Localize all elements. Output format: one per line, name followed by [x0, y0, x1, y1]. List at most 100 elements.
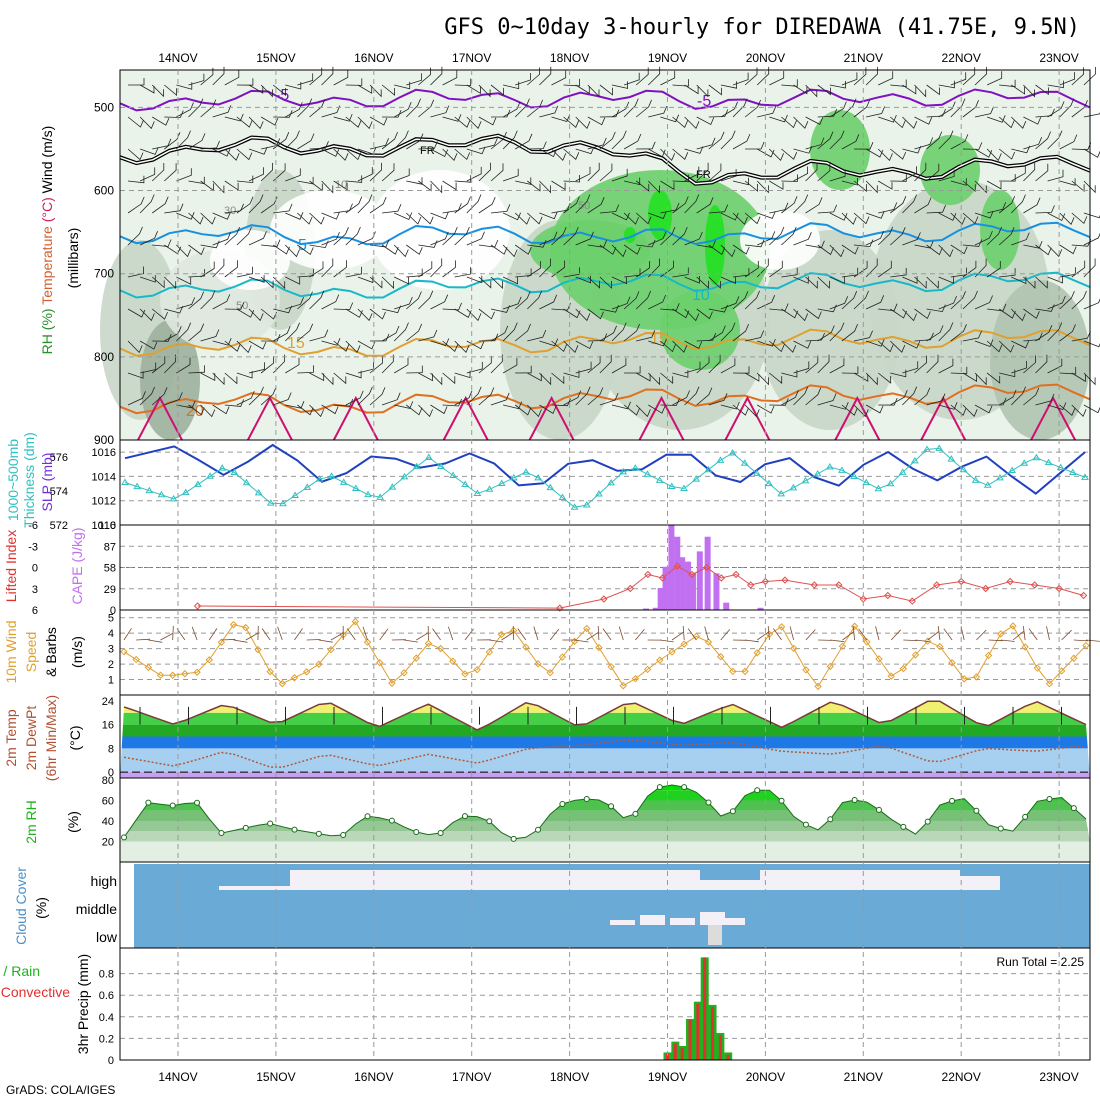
lifted-index-marker — [908, 597, 916, 605]
wind-barb — [466, 146, 486, 155]
surface-wind-barb — [597, 625, 600, 641]
wind-barb — [890, 390, 908, 406]
wind-barb — [744, 212, 761, 225]
wind-barb — [672, 267, 689, 278]
precip-convective-bar — [711, 1007, 715, 1060]
cape-bar — [679, 557, 686, 610]
wind-barb — [599, 244, 617, 255]
lifted-index-marker — [717, 574, 726, 582]
wind-barb — [599, 109, 620, 118]
wind-speed-marker — [960, 675, 968, 683]
thickness-marker — [266, 499, 275, 506]
wind-barb — [805, 84, 818, 98]
wind-barb — [309, 141, 329, 150]
wind-barb — [853, 330, 873, 342]
surface-wind-barb — [432, 628, 441, 641]
cloud-middle-block — [670, 918, 695, 925]
wind-barb — [757, 295, 776, 310]
wind-barb — [793, 232, 812, 246]
wind-speed-marker — [814, 682, 822, 691]
wind-barb — [490, 131, 507, 150]
wind-barb — [841, 98, 857, 118]
wind-speed-marker — [1057, 667, 1066, 675]
wind-barb — [139, 116, 155, 130]
wind-barb — [781, 116, 797, 129]
wind-barb — [297, 365, 314, 374]
surface-wind-barb — [671, 631, 684, 641]
wind-barb — [490, 163, 504, 182]
wind-barb — [914, 84, 927, 98]
wind-barb — [490, 244, 508, 255]
wind-barb — [127, 148, 144, 161]
wind-barb — [708, 276, 721, 289]
thickness-marker — [437, 462, 445, 469]
thickness-marker — [570, 503, 579, 510]
date-label-bottom: 22NOV — [942, 1070, 981, 1084]
surface-wind-barb — [720, 629, 731, 641]
wind-barb — [599, 84, 613, 96]
wind-barb — [127, 340, 143, 354]
wind-barb — [829, 130, 845, 150]
wind-speed-marker — [936, 642, 944, 651]
wind-speed-marker — [1082, 641, 1090, 650]
wind-barb — [212, 337, 232, 346]
wind-barb — [139, 275, 156, 283]
wind-barb — [684, 231, 703, 246]
surface-wind-barb — [172, 625, 174, 641]
rh-contour-area — [660, 290, 740, 370]
cloud-middle-block — [700, 912, 725, 925]
wind-barb — [1047, 169, 1064, 182]
wind-barb — [635, 290, 652, 310]
wind-barb — [684, 386, 700, 406]
wind-barb — [926, 393, 946, 406]
wind-barb — [877, 340, 894, 353]
isotherm-freezing-inner — [119, 134, 1091, 185]
wind-barb — [914, 116, 933, 125]
rh-marker — [194, 799, 201, 806]
wind-barb — [999, 268, 1016, 278]
wind-barb — [890, 267, 907, 278]
wind-barb — [406, 268, 423, 278]
precip-convective-bar — [673, 1043, 677, 1060]
wind-barb — [212, 66, 225, 86]
wind-barb — [1023, 137, 1043, 150]
wind-speed-marker — [875, 655, 883, 663]
wind-barb — [865, 231, 884, 246]
wind-barb — [478, 116, 497, 126]
wind-barb — [382, 109, 402, 118]
wind-barb — [563, 370, 580, 378]
wind-barb — [188, 365, 205, 374]
surface-wind-barb — [805, 629, 816, 641]
wind-barb — [902, 145, 922, 154]
lifted-index-marker — [673, 562, 681, 570]
wind-barb — [1035, 205, 1055, 214]
wind-barb — [514, 323, 531, 342]
wind-barb — [1035, 131, 1051, 150]
wind-barb — [1047, 244, 1063, 258]
wind-speed-marker — [643, 665, 652, 674]
rh-marker — [121, 834, 127, 841]
wind-barb — [624, 177, 641, 186]
wind-barb — [345, 226, 361, 246]
wind-barb — [974, 66, 987, 86]
wind-barb — [151, 356, 166, 374]
wind-barb — [273, 110, 293, 118]
footer-credit: GrADS: COLA/IGES — [6, 1083, 115, 1097]
wind-barb — [986, 115, 1006, 123]
wind-barb — [938, 212, 957, 221]
wind-barb — [1071, 290, 1087, 310]
wind-barb — [127, 116, 144, 128]
wind-barb — [623, 244, 641, 255]
surface-wind-barb — [245, 632, 259, 641]
wind-barb — [950, 244, 968, 255]
wind-barb — [382, 305, 402, 314]
wind-barb — [817, 354, 830, 374]
isotherm-line — [119, 271, 1091, 299]
thickness-marker — [947, 455, 956, 462]
wind-barb — [478, 239, 499, 248]
wind-barb — [708, 325, 726, 342]
wind-barb — [587, 84, 600, 98]
surface-wind-barb — [574, 639, 589, 643]
wind-barb — [708, 109, 729, 118]
wind-barb — [333, 372, 347, 385]
